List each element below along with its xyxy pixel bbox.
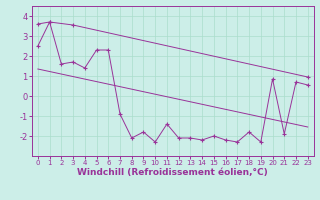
X-axis label: Windchill (Refroidissement éolien,°C): Windchill (Refroidissement éolien,°C) — [77, 168, 268, 177]
